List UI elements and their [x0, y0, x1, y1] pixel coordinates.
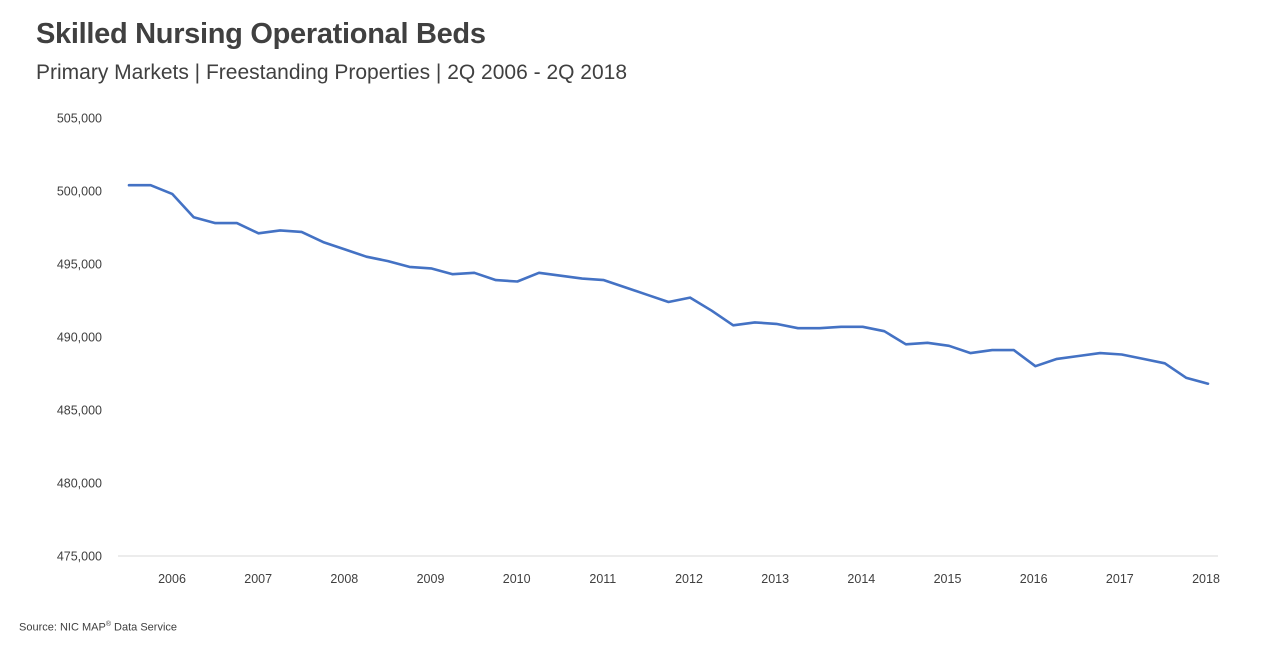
x-tick-label: 2014: [847, 572, 875, 586]
x-tick-label: 2010: [503, 572, 531, 586]
x-tick-label: 2018: [1192, 572, 1220, 586]
source-registered-mark: ®: [105, 621, 111, 628]
x-axis-labels: 2006 2007 2008 2009 2010 2011 2012 2013 2014 2015…: [158, 572, 1220, 586]
x-tick-label: 2015: [934, 572, 962, 586]
series-line: [127, 183, 1210, 385]
y-tick-label: 495,000: [57, 258, 102, 272]
source-suffix: Data Service: [110, 621, 178, 634]
y-axis-labels: 475,000 480,000 485,000 490,000 495,000 500,0…: [57, 112, 102, 564]
source-note: Source: NIC MAP® Data Service: [19, 621, 177, 634]
x-tick-label: 2006: [158, 572, 186, 586]
y-tick-label: 485,000: [57, 404, 102, 418]
x-tick-label: 2016: [1020, 572, 1048, 586]
x-tick-label: 2011: [589, 572, 616, 586]
x-tick-label: 2013: [761, 572, 789, 586]
x-tick-label: 2012: [675, 572, 703, 586]
y-tick-label: 505,000: [57, 112, 102, 126]
x-tick-label: 2007: [244, 572, 272, 586]
y-tick-label: 480,000: [57, 477, 102, 491]
y-tick-label: 500,000: [57, 185, 102, 199]
y-tick-label: 475,000: [57, 550, 102, 564]
x-tick-label: 2017: [1106, 572, 1134, 586]
x-tick-label: 2008: [330, 572, 358, 586]
chart-subtitle: Primary Markets | Freestanding Propertie…: [36, 61, 628, 84]
x-tick-label: 2009: [417, 572, 445, 586]
y-tick-label: 490,000: [57, 331, 102, 345]
chart-title: Skilled Nursing Operational Beds: [36, 18, 486, 50]
source-prefix: Source: NIC MAP: [19, 621, 106, 634]
